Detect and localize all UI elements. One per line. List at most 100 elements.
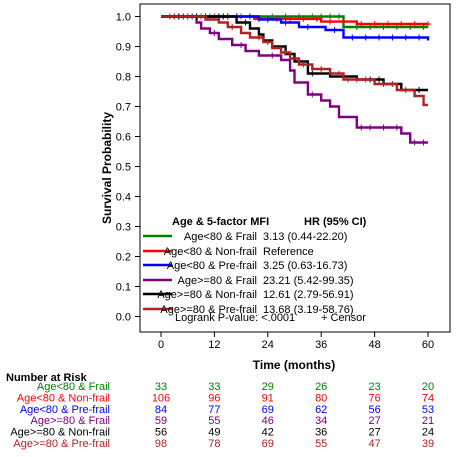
y-tick-label: 1.0 <box>116 12 131 24</box>
censor-mark <box>358 124 365 131</box>
censor-mark <box>238 42 245 48</box>
censor-mark <box>327 13 334 20</box>
censor-mark <box>416 87 423 93</box>
risk-count: 46 <box>262 415 274 427</box>
risk-table-title: Number at Risk <box>6 372 88 384</box>
risk-count: 106 <box>152 392 170 404</box>
risk-count: 91 <box>262 392 274 404</box>
censor-mark <box>389 81 396 87</box>
censor-mark <box>242 19 249 26</box>
risk-count: 59 <box>155 415 167 427</box>
y-tick-label: 0.3 <box>116 222 131 234</box>
legend-header-group: Age & 5-factor MFI <box>172 216 269 228</box>
censor-mark <box>318 66 325 72</box>
censor-mark <box>393 124 400 131</box>
y-tick-label: 0.1 <box>116 282 131 294</box>
censor-mark <box>362 34 369 41</box>
x-tick-label: 48 <box>368 339 380 351</box>
y-tick-label: 0.6 <box>116 132 131 144</box>
censor-mark <box>402 34 409 41</box>
risk-count: 55 <box>315 438 327 450</box>
censor-mark <box>255 34 262 41</box>
censor-mark <box>300 61 307 68</box>
censor-mark <box>367 124 374 131</box>
x-tick-label: 36 <box>315 339 327 351</box>
risk-row-label: Age<80 & Frail <box>37 381 110 393</box>
risk-count: 26 <box>315 381 327 393</box>
risk-count: 56 <box>368 404 380 416</box>
risk-count: 27 <box>368 427 380 439</box>
legend-label: Age>=80 & Pre-frail <box>160 304 257 316</box>
y-tick-label: 0.9 <box>116 42 131 54</box>
risk-count: 62 <box>315 404 327 416</box>
risk-row-label: Age>=80 & Frail <box>31 415 111 427</box>
censor-mark <box>398 21 405 27</box>
legend-hr-value: 12.61 (2.79-56.91) <box>263 289 354 301</box>
legend-label: Age<80 & Pre-frail <box>167 260 257 272</box>
y-tick-label: 0.0 <box>116 312 131 324</box>
censor-mark <box>313 15 320 22</box>
censor-mark <box>402 87 409 93</box>
censor-mark <box>416 34 423 41</box>
x-tick-label: 60 <box>422 339 434 351</box>
risk-count: 78 <box>208 438 220 450</box>
censor-mark <box>362 76 369 83</box>
risk-count: 36 <box>315 427 327 439</box>
legend-hr-value: Reference <box>263 246 314 258</box>
survival-curve-6 <box>161 15 428 107</box>
censor-mark <box>340 18 347 25</box>
legend-hr-value: 3.13 (0.44-22.20) <box>263 231 347 243</box>
legend-label: Age<80 & Frail <box>184 231 257 243</box>
legend-header-hr: HR (95% CI) <box>304 216 367 228</box>
censor-mark <box>264 39 271 45</box>
y-tick-label: 0.7 <box>116 102 131 114</box>
risk-count: 56 <box>155 427 167 439</box>
risk-count: 24 <box>422 427 434 439</box>
censor-mark <box>353 76 360 83</box>
risk-count: 29 <box>262 381 274 393</box>
y-tick-label: 0.2 <box>116 252 131 264</box>
risk-count: 76 <box>368 392 380 404</box>
censor-mark <box>376 76 383 83</box>
risk-count: 69 <box>262 404 274 416</box>
censor-mark <box>309 91 316 98</box>
legend-hr-value: 3.25 (0.63-16.73) <box>263 260 347 272</box>
censor-mark <box>331 27 338 33</box>
censor-mark <box>304 24 311 30</box>
censor-mark <box>420 139 427 146</box>
censor-mark <box>380 124 387 131</box>
censor-mark <box>287 15 294 22</box>
censor-mark <box>211 30 218 36</box>
risk-count: 55 <box>208 415 220 427</box>
risk-count: 39 <box>422 438 434 450</box>
risk-count: 80 <box>315 392 327 404</box>
risk-count: 20 <box>422 381 434 393</box>
censor-mark <box>282 19 289 26</box>
censor-mark <box>336 13 342 20</box>
risk-count: 21 <box>422 415 434 427</box>
censor-mark <box>411 21 418 27</box>
legend: Age & 5-factor MFI HR (95% CI) Age<80 & Fr… <box>143 216 367 324</box>
legend-label: Age<80 & Non-frail <box>164 246 257 258</box>
risk-row-label: Age<80 & Pre-frail <box>20 404 110 416</box>
y-axis-label: Survival Probability <box>100 112 114 224</box>
censor-mark <box>184 13 191 20</box>
censor-mark <box>224 13 231 20</box>
censor-mark <box>389 34 396 41</box>
censor-mark <box>327 18 334 25</box>
censor-mark <box>380 81 387 87</box>
censor-mark <box>376 34 383 41</box>
legend-label: Age>=80 & Frail <box>178 275 258 287</box>
risk-count: 47 <box>368 438 380 450</box>
x-tick-label: 0 <box>158 339 164 351</box>
risk-count: 33 <box>208 381 220 393</box>
censor-mark <box>349 34 356 41</box>
censor-mark <box>371 21 378 27</box>
censor-mark <box>358 21 365 27</box>
risk-count: 49 <box>208 427 220 439</box>
risk-count: 69 <box>262 438 274 450</box>
risk-count: 33 <box>155 381 167 393</box>
risk-count: 98 <box>155 438 167 450</box>
risk-row-label: Age>=80 & Non-frail <box>10 427 110 439</box>
